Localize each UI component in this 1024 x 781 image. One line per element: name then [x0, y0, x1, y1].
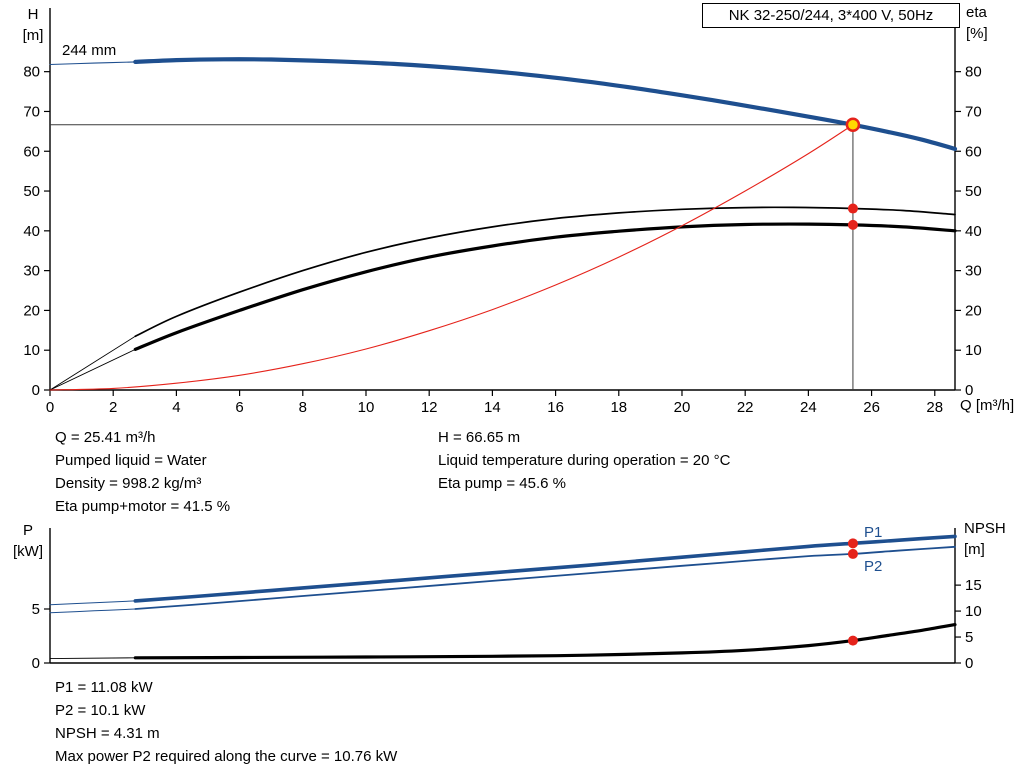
- x-tick-label: 2: [109, 399, 117, 416]
- info-line-density: Density = 998.2 kg/m³: [55, 475, 202, 492]
- y-right-tick-label: 0: [965, 382, 973, 399]
- info-line-npsh: NPSH = 4.31 m: [55, 725, 160, 742]
- y-left-tick-label: 30: [23, 263, 40, 280]
- duty-point-p1: [847, 538, 858, 549]
- x-tick-label: 0: [46, 399, 54, 416]
- npsh-axis-header: NPSH [m]: [964, 518, 1006, 560]
- x-tick-label: 10: [358, 399, 375, 416]
- y-right-tick-label: 80: [965, 64, 982, 81]
- eta-pump-lead: [49, 335, 136, 391]
- y-left-tick-label: 80: [23, 64, 40, 81]
- x-tick-label: 6: [235, 399, 243, 416]
- y-right-tick-label: 10: [965, 342, 982, 359]
- head-curve-lead: [49, 61, 136, 66]
- x-tick-label: 4: [172, 399, 180, 416]
- y-right-tick-label: 20: [965, 302, 982, 319]
- q-axis-label: Q [m³/h]: [960, 397, 1015, 414]
- npsh-axis-symbol: NPSH: [964, 520, 1006, 537]
- p2-curve-label: P2: [864, 558, 883, 575]
- info-line-max-power: Max power P2 required along the curve = …: [55, 748, 398, 765]
- y-right-tick-label: 40: [965, 223, 982, 240]
- duty-point-eta-pump: [847, 203, 858, 214]
- y-left-tick-label: 40: [23, 223, 40, 240]
- y-right-tick-label: 15: [965, 577, 982, 594]
- p-axis-header: P [kW]: [6, 520, 50, 562]
- y-left-tick-label: 20: [23, 302, 40, 319]
- pump-title-box: NK 32-250/244, 3*400 V, 50Hz: [702, 3, 960, 28]
- eta-axis-symbol: eta: [966, 4, 987, 21]
- info-line-p1: P1 = 11.08 kW: [55, 679, 153, 696]
- info-line-eta-pump: Eta pump = 45.6 %: [438, 475, 566, 492]
- system-curve: [49, 124, 854, 391]
- npsh-curve-lead: [49, 657, 136, 660]
- y-left-tick-label: 0: [32, 382, 40, 399]
- head-curve-244mm: [133, 57, 958, 151]
- info-line-liquid: Pumped liquid = Water: [55, 452, 207, 469]
- info-line-temperature: Liquid temperature during operation = 20…: [438, 452, 731, 469]
- x-tick-label: 22: [737, 399, 754, 416]
- h-axis-symbol: H: [27, 6, 39, 23]
- eta-pump-curve: [134, 206, 956, 338]
- p1-curve: [133, 534, 957, 603]
- x-tick-label: 20: [674, 399, 691, 416]
- info-line-q: Q = 25.41 m³/h: [55, 429, 156, 446]
- y-left-tick-label: 0: [32, 655, 40, 672]
- duty-point-head: [845, 117, 861, 133]
- info-line-eta-total: Eta pump+motor = 41.5 %: [55, 498, 231, 515]
- y-left-tick-label: 5: [32, 601, 40, 618]
- info-line-h: H = 66.65 m: [438, 429, 521, 446]
- impeller-diameter-label: 244 mm: [62, 42, 117, 59]
- y-right-tick-label: 10: [965, 603, 982, 620]
- duty-point-p2: [847, 548, 858, 559]
- npsh-curve: [133, 623, 957, 660]
- p-axis-symbol: P: [22, 522, 33, 539]
- duty-info-left: Q = 25.41 m³/h Pumped liquid = Water Den…: [55, 426, 230, 518]
- y-right-tick-label: 30: [965, 263, 982, 280]
- h-axis-header: H [m]: [12, 4, 54, 46]
- y-right-tick-label: 0: [965, 655, 973, 672]
- y-left-tick-label: 50: [23, 183, 40, 200]
- y-left-tick-label: 10: [23, 342, 40, 359]
- x-tick-label: 26: [863, 399, 880, 416]
- p-axis-unit: [kW]: [13, 543, 43, 560]
- y-right-tick-label: 50: [965, 183, 982, 200]
- info-line-p2: P2 = 10.1 kW: [55, 702, 146, 719]
- x-tick-label: 14: [484, 399, 501, 416]
- duty-point-npsh: [847, 635, 858, 646]
- p2-curve: [134, 545, 956, 610]
- y-right-tick-label: 5: [965, 629, 973, 646]
- y-right-tick-label: 70: [965, 103, 982, 120]
- eta-pump-motor-curve: [133, 222, 957, 351]
- x-tick-label: 24: [800, 399, 817, 416]
- power-info: P1 = 11.08 kW P2 = 10.1 kW NPSH = 4.31 m…: [55, 676, 397, 768]
- y-right-tick-label: 60: [965, 143, 982, 160]
- x-tick-label: 8: [299, 399, 307, 416]
- power-npsh-chart: 0 5 0 5 10 15: [32, 528, 982, 672]
- x-tick-label: 28: [926, 399, 943, 416]
- duty-info-right: H = 66.65 m Liquid temperature during op…: [438, 426, 730, 495]
- duty-point-eta-pump-motor: [847, 219, 858, 230]
- p1-curve-lead: [49, 600, 136, 606]
- x-tick-label: 16: [547, 399, 564, 416]
- x-tick-label: 12: [421, 399, 438, 416]
- y-left-tick-label: 70: [23, 103, 40, 120]
- eta-pump-motor-lead: [49, 348, 136, 391]
- p1-curve-label: P1: [864, 524, 883, 541]
- y-left-tick-label: 60: [23, 143, 40, 160]
- h-axis-unit: [m]: [22, 27, 44, 44]
- x-tick-label: 18: [610, 399, 627, 416]
- p2-curve-lead: [49, 608, 136, 614]
- npsh-axis-unit: [m]: [964, 541, 985, 558]
- eta-axis-header: eta [%]: [966, 2, 988, 44]
- eta-axis-unit: [%]: [966, 25, 988, 42]
